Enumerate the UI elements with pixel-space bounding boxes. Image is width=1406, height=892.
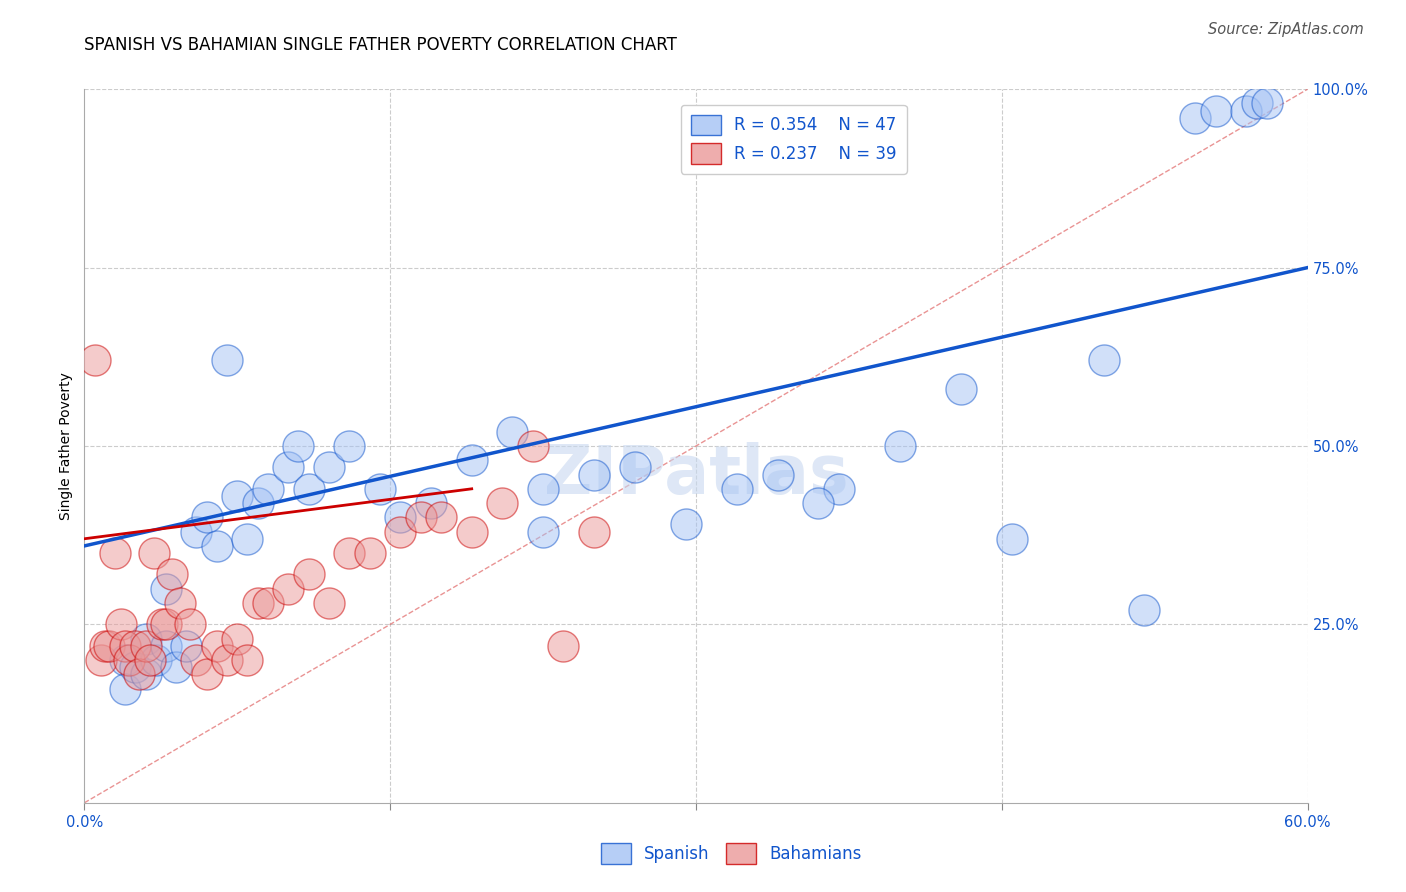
Point — [461, 524, 484, 539]
Point — [257, 596, 280, 610]
Point — [1205, 103, 1227, 118]
Point — [217, 653, 239, 667]
Point — [531, 482, 554, 496]
Text: ZIPatlas: ZIPatlas — [544, 442, 848, 508]
Point — [205, 539, 228, 553]
Point — [950, 382, 973, 396]
Point — [160, 567, 183, 582]
Point — [461, 453, 484, 467]
Point — [104, 546, 127, 560]
Point — [165, 660, 187, 674]
Point — [502, 425, 524, 439]
Point — [1246, 96, 1268, 111]
Point — [389, 510, 412, 524]
Point — [174, 639, 197, 653]
Point — [889, 439, 911, 453]
Point — [195, 667, 218, 681]
Point — [90, 653, 112, 667]
Point — [205, 639, 228, 653]
Legend: Spanish, Bahamians: Spanish, Bahamians — [593, 837, 869, 871]
Point — [114, 681, 136, 696]
Legend: R = 0.354    N = 47, R = 0.237    N = 39: R = 0.354 N = 47, R = 0.237 N = 39 — [681, 104, 907, 174]
Point — [339, 546, 361, 560]
Point — [124, 639, 146, 653]
Point — [179, 617, 201, 632]
Point — [339, 439, 361, 453]
Point — [298, 567, 321, 582]
Point — [257, 482, 280, 496]
Point — [186, 524, 208, 539]
Point — [145, 653, 167, 667]
Point — [155, 617, 177, 632]
Point — [828, 482, 851, 496]
Point — [155, 639, 177, 653]
Text: SPANISH VS BAHAMIAN SINGLE FATHER POVERTY CORRELATION CHART: SPANISH VS BAHAMIAN SINGLE FATHER POVERT… — [84, 36, 678, 54]
Text: Source: ZipAtlas.com: Source: ZipAtlas.com — [1208, 22, 1364, 37]
Point — [318, 596, 340, 610]
Point — [135, 639, 157, 653]
Point — [675, 517, 697, 532]
Point — [409, 510, 432, 524]
Point — [118, 653, 141, 667]
Point — [226, 632, 249, 646]
Point — [217, 353, 239, 368]
Point — [766, 467, 789, 482]
Point — [583, 467, 606, 482]
Point — [277, 460, 299, 475]
Point — [236, 653, 259, 667]
Point — [128, 667, 150, 681]
Point — [83, 353, 105, 368]
Y-axis label: Single Father Poverty: Single Father Poverty — [59, 372, 73, 520]
Point — [110, 617, 132, 632]
Point — [155, 582, 177, 596]
Point — [236, 532, 259, 546]
Point — [522, 439, 544, 453]
Point — [169, 596, 191, 610]
Point — [277, 582, 299, 596]
Point — [135, 667, 157, 681]
Point — [138, 653, 160, 667]
Point — [1001, 532, 1024, 546]
Point — [1256, 96, 1278, 111]
Point — [150, 617, 173, 632]
Point — [430, 510, 453, 524]
Point — [97, 639, 120, 653]
Point — [531, 524, 554, 539]
Point — [124, 660, 146, 674]
Point — [1184, 111, 1206, 125]
Point — [93, 639, 115, 653]
Point — [142, 546, 165, 560]
Point — [624, 460, 647, 475]
Point — [114, 639, 136, 653]
Point — [359, 546, 381, 560]
Point — [298, 482, 321, 496]
Point — [1236, 103, 1258, 118]
Point — [135, 632, 157, 646]
Point — [195, 510, 218, 524]
Point — [287, 439, 309, 453]
Point — [420, 496, 443, 510]
Point — [807, 496, 830, 510]
Point — [389, 524, 412, 539]
Point — [491, 496, 513, 510]
Point — [1133, 603, 1156, 617]
Point — [583, 524, 606, 539]
Point — [114, 653, 136, 667]
Point — [226, 489, 249, 503]
Point — [368, 482, 391, 496]
Point — [1092, 353, 1115, 368]
Point — [725, 482, 748, 496]
Point — [246, 496, 269, 510]
Point — [318, 460, 340, 475]
Point — [186, 653, 208, 667]
Point — [246, 596, 269, 610]
Point — [553, 639, 575, 653]
